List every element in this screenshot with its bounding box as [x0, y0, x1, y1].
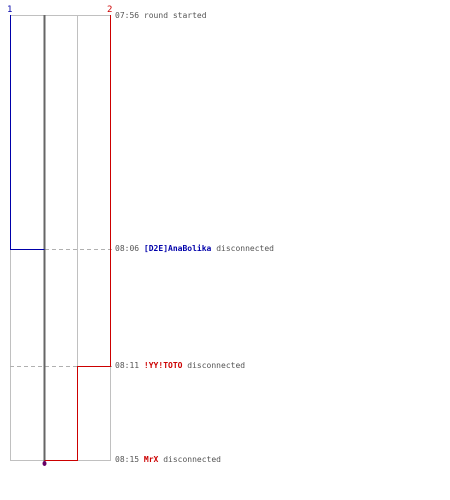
- event-text: disconnected: [163, 455, 221, 464]
- event-time: 08:15: [115, 455, 140, 464]
- event-text: round started: [143, 11, 207, 20]
- timeline-frame: [10, 15, 111, 461]
- event-player: MrX: [143, 455, 159, 464]
- event-text: disconnected: [216, 244, 274, 253]
- event-text: disconnected: [187, 361, 246, 370]
- event-time: 08:11: [115, 361, 140, 370]
- team2-player-line: [44, 15, 111, 461]
- event-time: 07:56: [115, 11, 140, 20]
- event-player: !YY!TOTO: [143, 361, 183, 370]
- event-disconnect: 08:15 MrX disconnected: [115, 455, 221, 465]
- team2-label: 2: [107, 5, 113, 15]
- team1-label: 1: [7, 5, 13, 15]
- end-marker-dot: [42, 461, 47, 466]
- event-time: 08:06: [115, 244, 140, 253]
- event-disconnect: 08:11 !YY!TOTO disconnected: [115, 361, 245, 371]
- event-player: [D2E]AnaBolika: [143, 244, 212, 253]
- event-round-started: 07:56 round started: [115, 11, 207, 21]
- team1-player-line: [10, 15, 45, 250]
- event-disconnect: 08:06 [D2E]AnaBolika disconnected: [115, 244, 274, 254]
